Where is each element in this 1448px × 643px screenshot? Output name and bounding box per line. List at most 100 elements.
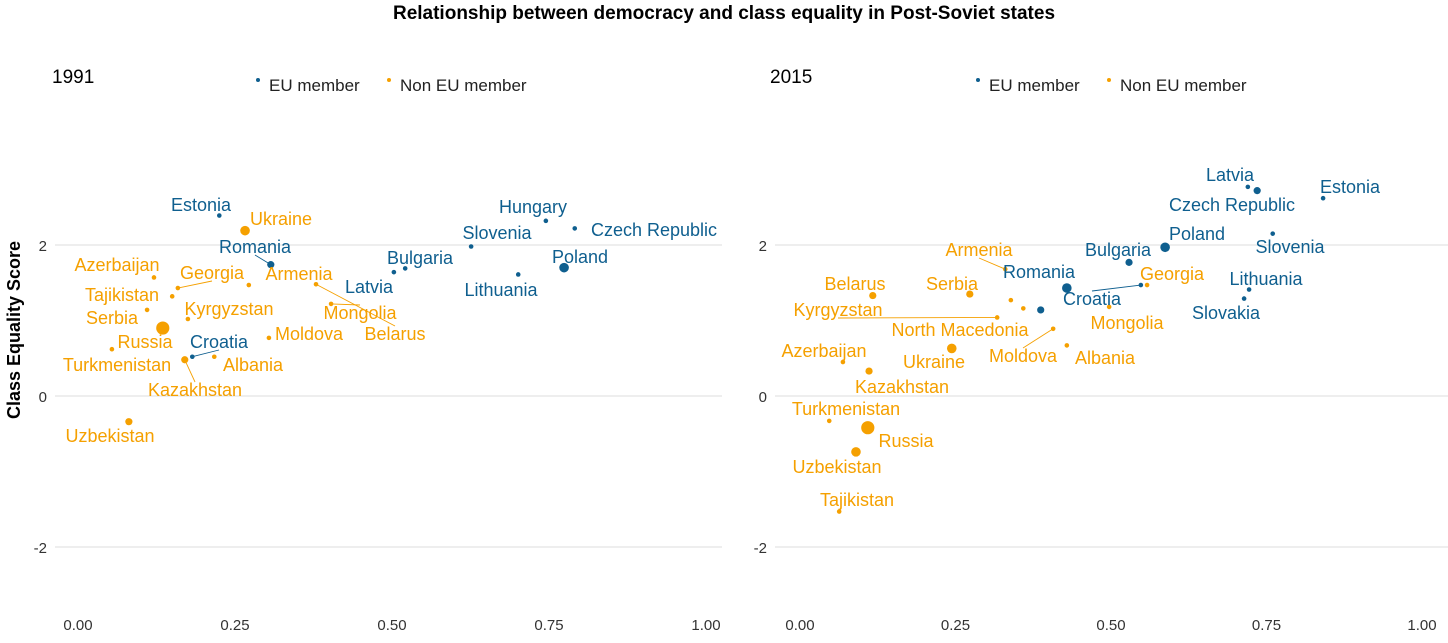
chart-title: Relationship between democracy and class… — [393, 3, 1055, 24]
point-bulgaria — [402, 266, 408, 271]
chart-panels: 1991 EU member Non EU member -2 0 2 0.00 0.25 0.… — [34, 67, 1448, 634]
point-label: Poland — [552, 247, 608, 267]
point-estonia — [217, 213, 222, 218]
point-label: Kazakhstan — [148, 380, 242, 400]
point-serbia — [966, 290, 974, 298]
point-label: Estonia — [1320, 177, 1381, 197]
label-leader-line — [177, 280, 213, 289]
point-label: Albania — [223, 355, 284, 375]
point-albania — [211, 354, 217, 360]
point-slovakia — [1241, 296, 1247, 301]
point-label: Czech Republic — [1169, 195, 1295, 215]
point-label: Albania — [1075, 348, 1136, 368]
point-label: Romania — [219, 237, 292, 257]
point-label: Lithuania — [1229, 269, 1303, 289]
point-label: Slovenia — [462, 223, 532, 243]
point-estonia — [1320, 195, 1326, 201]
point-unlabeled — [1020, 306, 1026, 311]
point-label: Turkmenistan — [63, 355, 171, 375]
legend-key-non-eu — [1107, 78, 1111, 82]
point-label: Azerbaijan — [74, 255, 159, 275]
label-leader-line — [192, 349, 220, 358]
legend-key-eu — [256, 78, 260, 82]
label-leader-line — [978, 257, 1006, 270]
legend-key-eu — [976, 78, 980, 82]
point-label: Kyrgyzstan — [184, 299, 273, 319]
point-croatia — [1138, 282, 1144, 288]
x-tick-label: 0.00 — [63, 617, 92, 634]
x-tick-label: 0.25 — [941, 617, 970, 634]
point-serbia — [144, 307, 150, 313]
point-label: Ukraine — [903, 352, 965, 372]
x-tick-label: 1.00 — [691, 617, 720, 634]
label-leader-line — [184, 359, 196, 383]
point-slovenia — [1270, 231, 1276, 236]
panel-title: 1991 — [52, 67, 94, 88]
point-label: Latvia — [1206, 165, 1255, 185]
point-georgia — [1144, 282, 1150, 288]
point-latvia — [1245, 184, 1251, 190]
point-label: Estonia — [171, 195, 232, 215]
point-unlabeled — [1037, 306, 1045, 314]
y-axis-label: Class Equality Score — [4, 241, 24, 419]
point-label: Russia — [878, 431, 934, 451]
point-label: Bulgaria — [1085, 240, 1152, 260]
legend-key-non-eu — [387, 78, 391, 82]
legend-label: Non EU member — [400, 76, 527, 95]
point-label: Belarus — [824, 274, 885, 294]
point-latvia — [391, 269, 397, 275]
point-czech-republic — [572, 226, 578, 231]
point-label: Ukraine — [250, 209, 312, 229]
point-czech-republic — [1253, 187, 1261, 195]
y-tick-label: 2 — [759, 238, 767, 255]
point-label: Tajikistan — [820, 490, 894, 510]
point-label: Russia — [117, 332, 173, 352]
point-hungary — [543, 218, 549, 224]
point-slovenia — [468, 244, 474, 249]
label-leader-line — [837, 317, 998, 319]
point-label: Georgia — [1140, 264, 1205, 284]
point-label: Czech Republic — [591, 220, 717, 240]
point-label: North Macedonia — [891, 320, 1029, 340]
point-label: Kyrgyzstan — [793, 300, 882, 320]
point-label: Croatia — [190, 332, 249, 352]
point-kazakhstan — [865, 367, 873, 375]
point-label: Moldova — [989, 346, 1058, 366]
point-label: Georgia — [180, 263, 245, 283]
y-tick-label: -2 — [754, 540, 767, 557]
point-moldova — [266, 335, 272, 341]
point-tajikistan — [836, 509, 842, 514]
label-leader-line — [1022, 328, 1054, 349]
point-mongolia — [1106, 304, 1112, 310]
point-croatia — [189, 354, 195, 360]
point-turkmenistan — [826, 418, 832, 424]
x-tick-label: 0.50 — [1096, 617, 1125, 634]
point-lithuania — [515, 272, 521, 277]
point-belarus — [869, 291, 877, 300]
point-bulgaria — [1125, 258, 1133, 266]
point-uzbekistan — [851, 447, 861, 457]
point-albania — [1064, 343, 1070, 348]
point-label: Lithuania — [464, 280, 538, 300]
point-north-macedonia — [1008, 297, 1014, 303]
point-azerbaijan — [840, 359, 846, 365]
point-label: Uzbekistan — [65, 426, 154, 446]
panel-1991: 1991 EU member Non EU member -2 0 2 0.00 0.25 0.… — [34, 67, 722, 634]
point-label: Azerbaijan — [781, 341, 866, 361]
x-tick-label: 0.75 — [534, 617, 563, 634]
label-leader-line — [315, 283, 396, 327]
legend-label: EU member — [269, 76, 360, 95]
x-tick-label: 0.25 — [220, 617, 249, 634]
point-tajikistan — [169, 294, 175, 299]
point-mongolia — [328, 301, 334, 307]
point-label: Poland — [1169, 224, 1225, 244]
panel-title: 2015 — [770, 67, 812, 88]
point-label: Croatia — [1063, 289, 1122, 309]
point-uzbekistan — [125, 418, 133, 426]
point-label: Mongolia — [1090, 313, 1164, 333]
point-romania — [267, 261, 275, 269]
point-armenia — [246, 282, 252, 288]
point-russia — [156, 321, 170, 335]
point-label: Hungary — [499, 197, 567, 217]
